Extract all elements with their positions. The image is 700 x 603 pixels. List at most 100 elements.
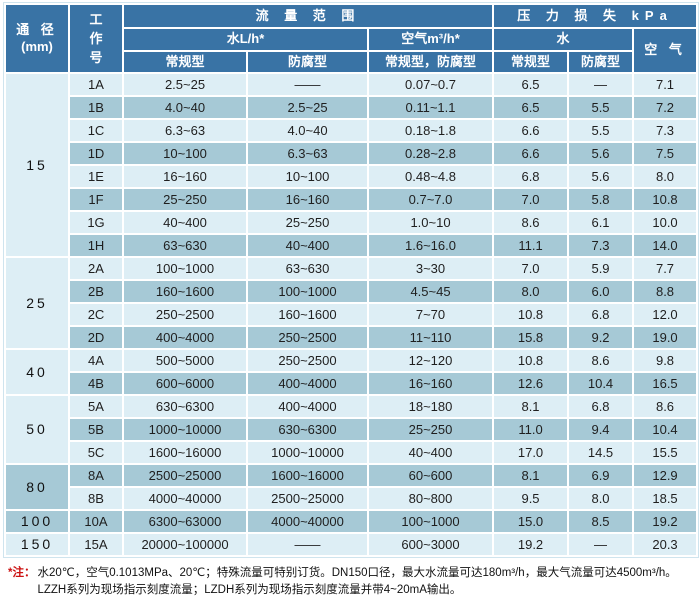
cell-water-anticorrosion: —— — [248, 74, 367, 95]
cell-water-regular: 4000~40000 — [124, 488, 246, 509]
header-diameter-unit: (mm) — [21, 38, 53, 54]
cell-air-flow: 0.07~0.7 — [369, 74, 493, 95]
cell-pressure-water-anticorrosion: 5.8 — [569, 189, 633, 210]
cell-pressure-water-regular: 17.0 — [494, 442, 568, 463]
cell-pressure-air: 8.0 — [634, 166, 697, 187]
cell-pressure-air: 20.3 — [634, 534, 697, 555]
cell-pressure-water-regular: 6.6 — [494, 143, 568, 164]
work-no-cell: 5A — [70, 396, 122, 417]
cell-pressure-water-anticorrosion: 5.5 — [569, 120, 633, 141]
cell-water-anticorrosion: 160~1600 — [248, 304, 367, 325]
cell-water-anticorrosion: 630~6300 — [248, 419, 367, 440]
diameter-cell: 80 — [6, 465, 68, 509]
cell-water-regular: 25~250 — [124, 189, 246, 210]
cell-pressure-water-anticorrosion: 8.6 — [569, 350, 633, 371]
cell-water-regular: 4.0~40 — [124, 97, 246, 118]
cell-air-flow: 0.48~4.8 — [369, 166, 493, 187]
cell-pressure-air: 8.8 — [634, 281, 697, 302]
cell-air-flow: 12~120 — [369, 350, 493, 371]
cell-air-flow: 60~600 — [369, 465, 493, 486]
cell-water-anticorrosion: 10~100 — [248, 166, 367, 187]
cell-pressure-water-regular: 6.6 — [494, 120, 568, 141]
cell-pressure-water-anticorrosion: 5.6 — [569, 166, 633, 187]
cell-water-anticorrosion: 250~2500 — [248, 327, 367, 348]
cell-pressure-water-anticorrosion: 9.2 — [569, 327, 633, 348]
cell-pressure-air: 18.5 — [634, 488, 697, 509]
table-row: 100 10A 6300~63000 4000~40000 100~1000 1… — [6, 511, 697, 532]
header-water-flow: 水L/h* — [124, 29, 367, 50]
cell-pressure-water-anticorrosion: 6.9 — [569, 465, 633, 486]
cell-water-anticorrosion: 6.3~63 — [248, 143, 367, 164]
cell-air-flow: 18~180 — [369, 396, 493, 417]
table-row: 1C 6.3~63 4.0~40 0.18~1.8 6.6 5.5 7.3 — [6, 120, 697, 141]
cell-water-regular: 160~1600 — [124, 281, 246, 302]
header-air-regular-anticorrosion: 常规型，防腐型 — [369, 52, 493, 72]
header-diameter-label: 通 径 — [16, 22, 58, 38]
cell-pressure-air: 7.1 — [634, 74, 697, 95]
cell-water-regular: 16~160 — [124, 166, 246, 187]
cell-pressure-water-anticorrosion: 6.0 — [569, 281, 633, 302]
work-no-cell: 1G — [70, 212, 122, 233]
work-no-cell: 1E — [70, 166, 122, 187]
table-body: 15 1A 2.5~25 —— 0.07~0.7 6.5 — 7.1 1B 4.… — [6, 74, 697, 555]
cell-water-anticorrosion: 4.0~40 — [248, 120, 367, 141]
table-row: 2D 400~4000 250~2500 11~110 15.8 9.2 19.… — [6, 327, 697, 348]
table-row: 2B 160~1600 100~1000 4.5~45 8.0 6.0 8.8 — [6, 281, 697, 302]
cell-pressure-air: 12.9 — [634, 465, 697, 486]
cell-pressure-air: 10.4 — [634, 419, 697, 440]
table-row: 1B 4.0~40 2.5~25 0.11~1.1 6.5 5.5 7.2 — [6, 97, 697, 118]
header-water-regular: 常规型 — [124, 52, 246, 72]
work-no-cell: 2C — [70, 304, 122, 325]
cell-air-flow: 16~160 — [369, 373, 493, 394]
footnote-text: 水20℃，空气0.1013MPa、20℃；特殊流量可特别订货。DN150口径，最… — [37, 565, 695, 599]
cell-pressure-water-anticorrosion: — — [569, 534, 633, 555]
cell-water-anticorrosion: 63~630 — [248, 258, 367, 279]
cell-air-flow: 11~110 — [369, 327, 493, 348]
cell-pressure-water-regular: 6.5 — [494, 97, 568, 118]
cell-air-flow: 80~800 — [369, 488, 493, 509]
cell-pressure-air: 16.5 — [634, 373, 697, 394]
table-row: 8B 4000~40000 2500~25000 80~800 9.5 8.0 … — [6, 488, 697, 509]
header-work-no-char3: 号 — [89, 50, 103, 65]
cell-pressure-water-regular: 15.8 — [494, 327, 568, 348]
table-row: 150 15A 20000~100000 —— 600~3000 19.2 — … — [6, 534, 697, 555]
header-diameter: 通 径 (mm) — [6, 5, 68, 72]
cell-water-anticorrosion: —— — [248, 534, 367, 555]
cell-air-flow: 0.28~2.8 — [369, 143, 493, 164]
work-no-cell: 2D — [70, 327, 122, 348]
work-no-cell: 10A — [70, 511, 122, 532]
work-no-cell: 8A — [70, 465, 122, 486]
cell-pressure-water-anticorrosion: 8.5 — [569, 511, 633, 532]
cell-pressure-water-regular: 10.8 — [494, 304, 568, 325]
cell-air-flow: 7~70 — [369, 304, 493, 325]
footnote-marker: *注： — [8, 567, 36, 579]
cell-pressure-water-regular: 15.0 — [494, 511, 568, 532]
cell-water-anticorrosion: 25~250 — [248, 212, 367, 233]
cell-water-anticorrosion: 16~160 — [248, 189, 367, 210]
cell-water-anticorrosion: 250~2500 — [248, 350, 367, 371]
cell-pressure-air: 19.0 — [634, 327, 697, 348]
cell-water-anticorrosion: 2500~25000 — [248, 488, 367, 509]
cell-water-regular: 10~100 — [124, 143, 246, 164]
cell-pressure-air: 7.3 — [634, 120, 697, 141]
header-water-pressure: 水 — [494, 29, 633, 50]
work-no-cell: 1F — [70, 189, 122, 210]
cell-pressure-water-anticorrosion: 6.8 — [569, 396, 633, 417]
cell-air-flow: 0.7~7.0 — [369, 189, 493, 210]
table-row: 5B 1000~10000 630~6300 25~250 11.0 9.4 1… — [6, 419, 697, 440]
table-row: 1E 16~160 10~100 0.48~4.8 6.8 5.6 8.0 — [6, 166, 697, 187]
cell-pressure-water-regular: 11.1 — [494, 235, 568, 256]
footnote-line2: LZZH系列为现场指示刻度流量；LZDH系列为现场指示刻度流量并带4~20mA输… — [37, 584, 462, 596]
cell-pressure-water-regular: 10.8 — [494, 350, 568, 371]
cell-air-flow: 0.18~1.8 — [369, 120, 493, 141]
header-work-no: 工 作 号 — [70, 5, 122, 72]
cell-air-flow: 1.6~16.0 — [369, 235, 493, 256]
cell-pressure-water-anticorrosion: 6.8 — [569, 304, 633, 325]
work-no-cell: 4B — [70, 373, 122, 394]
diameter-cell: 100 — [6, 511, 68, 532]
work-no-cell: 15A — [70, 534, 122, 555]
cell-pressure-water-regular: 12.6 — [494, 373, 568, 394]
header-pressure-water-regular: 常规型 — [494, 52, 568, 72]
cell-pressure-water-anticorrosion: 9.4 — [569, 419, 633, 440]
